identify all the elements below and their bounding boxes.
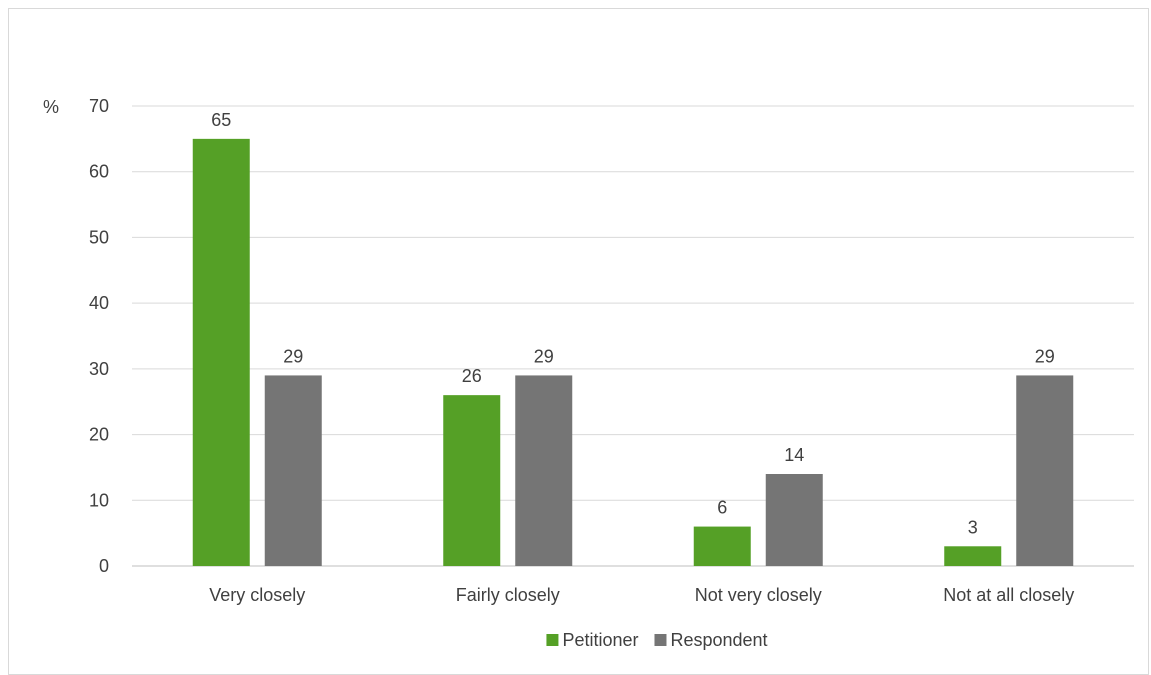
data-label-respondent-1: 29	[534, 346, 554, 366]
data-label-petitioner-3: 3	[968, 517, 978, 537]
y-tick-50: 50	[89, 227, 109, 247]
data-label-petitioner-1: 26	[462, 366, 482, 386]
y-tick-70: 70	[89, 96, 109, 116]
x-tick-labels: Very closely Fairly closely Not very close…	[209, 585, 1074, 605]
data-label-petitioner-0: 65	[211, 110, 231, 130]
bar-respondent-1	[515, 375, 573, 566]
legend-swatch-petitioner	[546, 634, 559, 646]
legend: Petitioner Respondent	[546, 630, 768, 650]
data-label-respondent-0: 29	[283, 346, 303, 366]
bar-petitioner-0	[192, 138, 250, 566]
bar-respondent-2	[765, 474, 823, 566]
bar-petitioner-1	[443, 395, 501, 566]
y-tick-20: 20	[89, 425, 109, 445]
legend-label-respondent: Respondent	[670, 630, 767, 650]
x-tick-2: Not very closely	[695, 585, 822, 605]
bar-respondent-3	[1016, 375, 1074, 566]
data-label-respondent-2: 14	[784, 445, 804, 465]
y-tick-30: 30	[89, 359, 109, 379]
data-label-respondent-3: 29	[1035, 346, 1055, 366]
y-tick-40: 40	[89, 293, 109, 313]
legend-label-petitioner: Petitioner	[562, 630, 638, 650]
data-labels: 65 29 26 29 6 14 3 29	[211, 110, 1055, 537]
bars	[192, 138, 1074, 566]
bar-petitioner-2	[693, 526, 751, 566]
y-tick-60: 60	[89, 162, 109, 182]
legend-swatch-respondent	[654, 634, 667, 646]
y-axis-label: %	[43, 97, 59, 117]
bar-petitioner-3	[944, 546, 1002, 566]
x-tick-3: Not at all closely	[943, 585, 1074, 605]
y-tick-0: 0	[99, 556, 109, 576]
x-tick-1: Fairly closely	[456, 585, 560, 605]
x-tick-0: Very closely	[209, 585, 305, 605]
y-tick-10: 10	[89, 490, 109, 510]
bar-respondent-0	[264, 375, 322, 566]
y-tick-labels: 0 10 20 30 40 50 60 70	[89, 96, 109, 576]
data-label-petitioner-2: 6	[717, 498, 727, 518]
